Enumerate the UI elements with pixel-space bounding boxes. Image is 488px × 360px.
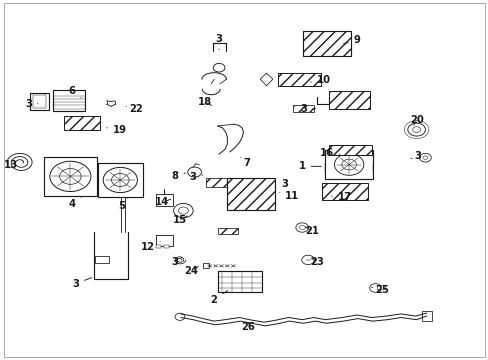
Bar	[163, 245, 168, 248]
Bar	[321, 183, 367, 200]
Bar	[53, 90, 84, 111]
Bar	[155, 194, 172, 206]
Circle shape	[173, 203, 193, 218]
Text: 2: 2	[210, 291, 227, 305]
Text: 1: 1	[298, 161, 321, 171]
Circle shape	[341, 159, 356, 170]
Bar	[63, 116, 100, 130]
Bar	[421, 311, 431, 321]
Circle shape	[295, 223, 308, 232]
Text: 3: 3	[72, 278, 91, 289]
Bar	[217, 271, 261, 292]
Bar	[217, 228, 238, 234]
Text: 3: 3	[410, 150, 421, 161]
Circle shape	[407, 123, 425, 136]
Circle shape	[178, 207, 188, 214]
Text: 15: 15	[173, 215, 187, 225]
Text: 17: 17	[331, 192, 351, 202]
Text: 4: 4	[69, 197, 81, 210]
Text: 12: 12	[141, 242, 160, 252]
Circle shape	[419, 153, 430, 162]
Bar	[30, 93, 49, 110]
Text: 3: 3	[300, 104, 315, 114]
Text: 6: 6	[69, 86, 81, 98]
Circle shape	[334, 154, 363, 175]
Text: 23: 23	[309, 257, 323, 267]
Bar	[328, 145, 371, 155]
Text: 8: 8	[171, 171, 185, 181]
Text: 11: 11	[279, 191, 299, 201]
Circle shape	[103, 167, 137, 193]
Circle shape	[175, 313, 184, 320]
Bar	[227, 178, 275, 210]
Circle shape	[412, 127, 420, 132]
Text: 3: 3	[171, 257, 182, 267]
Bar	[98, 163, 142, 197]
Circle shape	[369, 284, 381, 292]
Bar	[155, 235, 172, 246]
Circle shape	[299, 225, 305, 230]
Bar	[293, 105, 313, 112]
Circle shape	[213, 63, 224, 72]
Text: 3: 3	[275, 179, 287, 189]
Text: 10: 10	[310, 75, 330, 85]
Text: 9: 9	[343, 35, 360, 45]
Text: 25: 25	[371, 285, 388, 295]
Bar	[325, 150, 372, 179]
Text: 5: 5	[118, 197, 128, 211]
Circle shape	[50, 161, 91, 192]
Circle shape	[111, 174, 129, 186]
Bar	[95, 256, 109, 263]
Bar	[203, 263, 208, 268]
Text: 26: 26	[241, 322, 255, 332]
Circle shape	[301, 255, 314, 265]
Bar	[253, 179, 273, 188]
Text: 3: 3	[189, 172, 203, 182]
Text: 18: 18	[197, 96, 211, 107]
Text: 3: 3	[215, 33, 222, 50]
Text: 24: 24	[184, 266, 198, 276]
Bar	[376, 285, 385, 289]
Bar	[44, 157, 97, 196]
Bar	[303, 31, 350, 56]
Bar	[328, 91, 369, 109]
Circle shape	[422, 156, 427, 159]
Text: 21: 21	[305, 226, 318, 236]
Bar	[156, 245, 161, 248]
Text: 22: 22	[126, 104, 142, 114]
Text: 14: 14	[155, 197, 170, 207]
Bar	[206, 178, 226, 187]
Text: 20: 20	[409, 114, 423, 126]
Bar	[277, 73, 320, 86]
Text: 16: 16	[319, 148, 339, 158]
Circle shape	[187, 167, 201, 177]
Text: 7: 7	[240, 158, 250, 168]
Bar	[33, 95, 46, 108]
Text: 3: 3	[25, 99, 38, 109]
Text: 19: 19	[106, 125, 126, 135]
Text: 13: 13	[4, 160, 23, 170]
Circle shape	[60, 168, 81, 184]
